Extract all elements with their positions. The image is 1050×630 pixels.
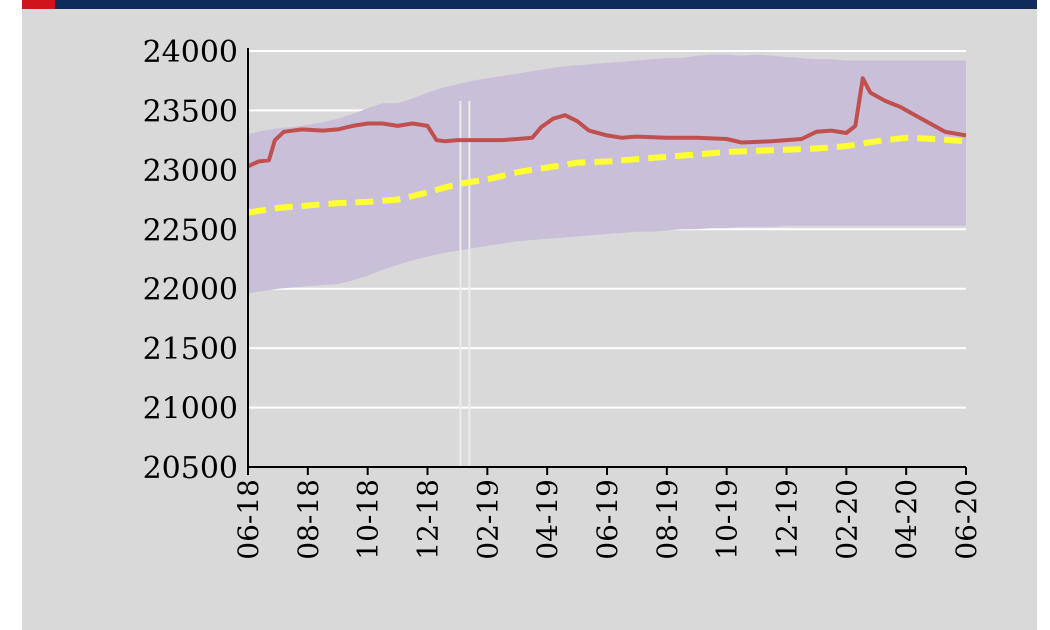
y-tick-label: 23500: [143, 94, 238, 129]
x-tick-label: 08-18: [292, 479, 325, 560]
x-tick-label: 02-20: [830, 479, 863, 560]
x-tick-label: 04-20: [890, 479, 923, 560]
header-accent: [22, 0, 55, 9]
x-tick-label: 04-19: [531, 479, 564, 560]
x-tick-label: 06-18: [232, 479, 265, 560]
x-tick-label: 06-20: [950, 479, 983, 560]
y-tick-label: 21000: [143, 392, 238, 427]
y-tick-label: 21500: [143, 332, 238, 367]
x-tick-label: 12-19: [771, 479, 804, 560]
y-tick-label: 23000: [143, 154, 238, 189]
x-tick-label: 10-19: [711, 479, 744, 560]
x-tick-label: 08-19: [651, 479, 684, 560]
y-tick-label: 24000: [143, 35, 238, 70]
x-tick-label: 02-19: [471, 479, 504, 560]
y-tick-label: 20500: [143, 451, 238, 486]
forecast-line: [247, 134, 967, 216]
x-tick-label: 10-18: [352, 479, 385, 560]
header-bar: [22, 0, 1037, 9]
x-tick-label: 06-19: [591, 479, 624, 560]
x-tick-label: 12-18: [412, 479, 445, 560]
y-tick-label: 22500: [143, 213, 238, 248]
y-tick-label: 22000: [143, 273, 238, 308]
actual-line: [247, 76, 967, 169]
confidence-band: [248, 54, 966, 294]
